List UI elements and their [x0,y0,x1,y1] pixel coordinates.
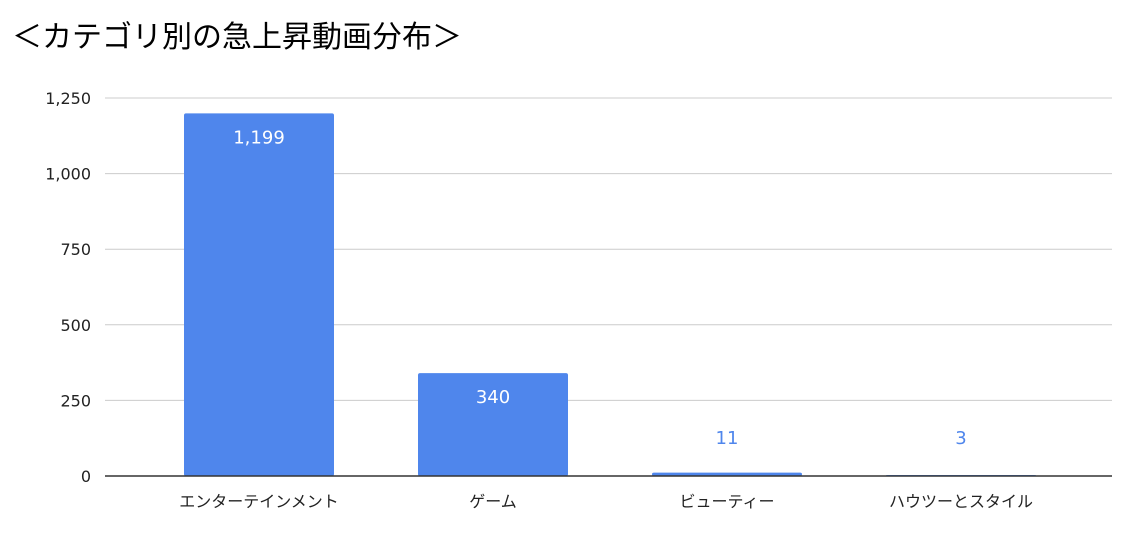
data-label: 3 [955,428,966,449]
data-label: 11 [716,428,739,449]
bars [184,113,1036,477]
y-tick-label: 1,250 [45,89,91,108]
x-tick-label: エンターテインメント [179,492,339,511]
x-tick-label: ビューティー [679,492,774,511]
y-tick-label: 500 [60,316,91,335]
y-axis-ticks: 0 250 500 750 1,000 1,250 [45,89,91,486]
bar [652,472,802,476]
chart-title: ＜カテゴリ別の急上昇動画分布＞ [12,20,462,55]
x-tick-label: ハウツーとスタイル [889,492,1033,511]
y-tick-label: 1,000 [45,165,91,184]
bar [418,373,568,476]
bar [184,113,334,477]
y-tick-label: 250 [60,391,91,410]
data-label: 1,199 [233,127,285,148]
x-axis-ticks: エンターテインメント ゲーム ビューティー ハウツーとスタイル [179,492,1033,511]
data-label: 340 [476,387,510,408]
data-labels: 1,199 340 11 3 [233,127,966,449]
y-tick-label: 0 [81,467,91,486]
x-tick-label: ゲーム [469,492,517,511]
y-tick-label: 750 [60,240,91,259]
